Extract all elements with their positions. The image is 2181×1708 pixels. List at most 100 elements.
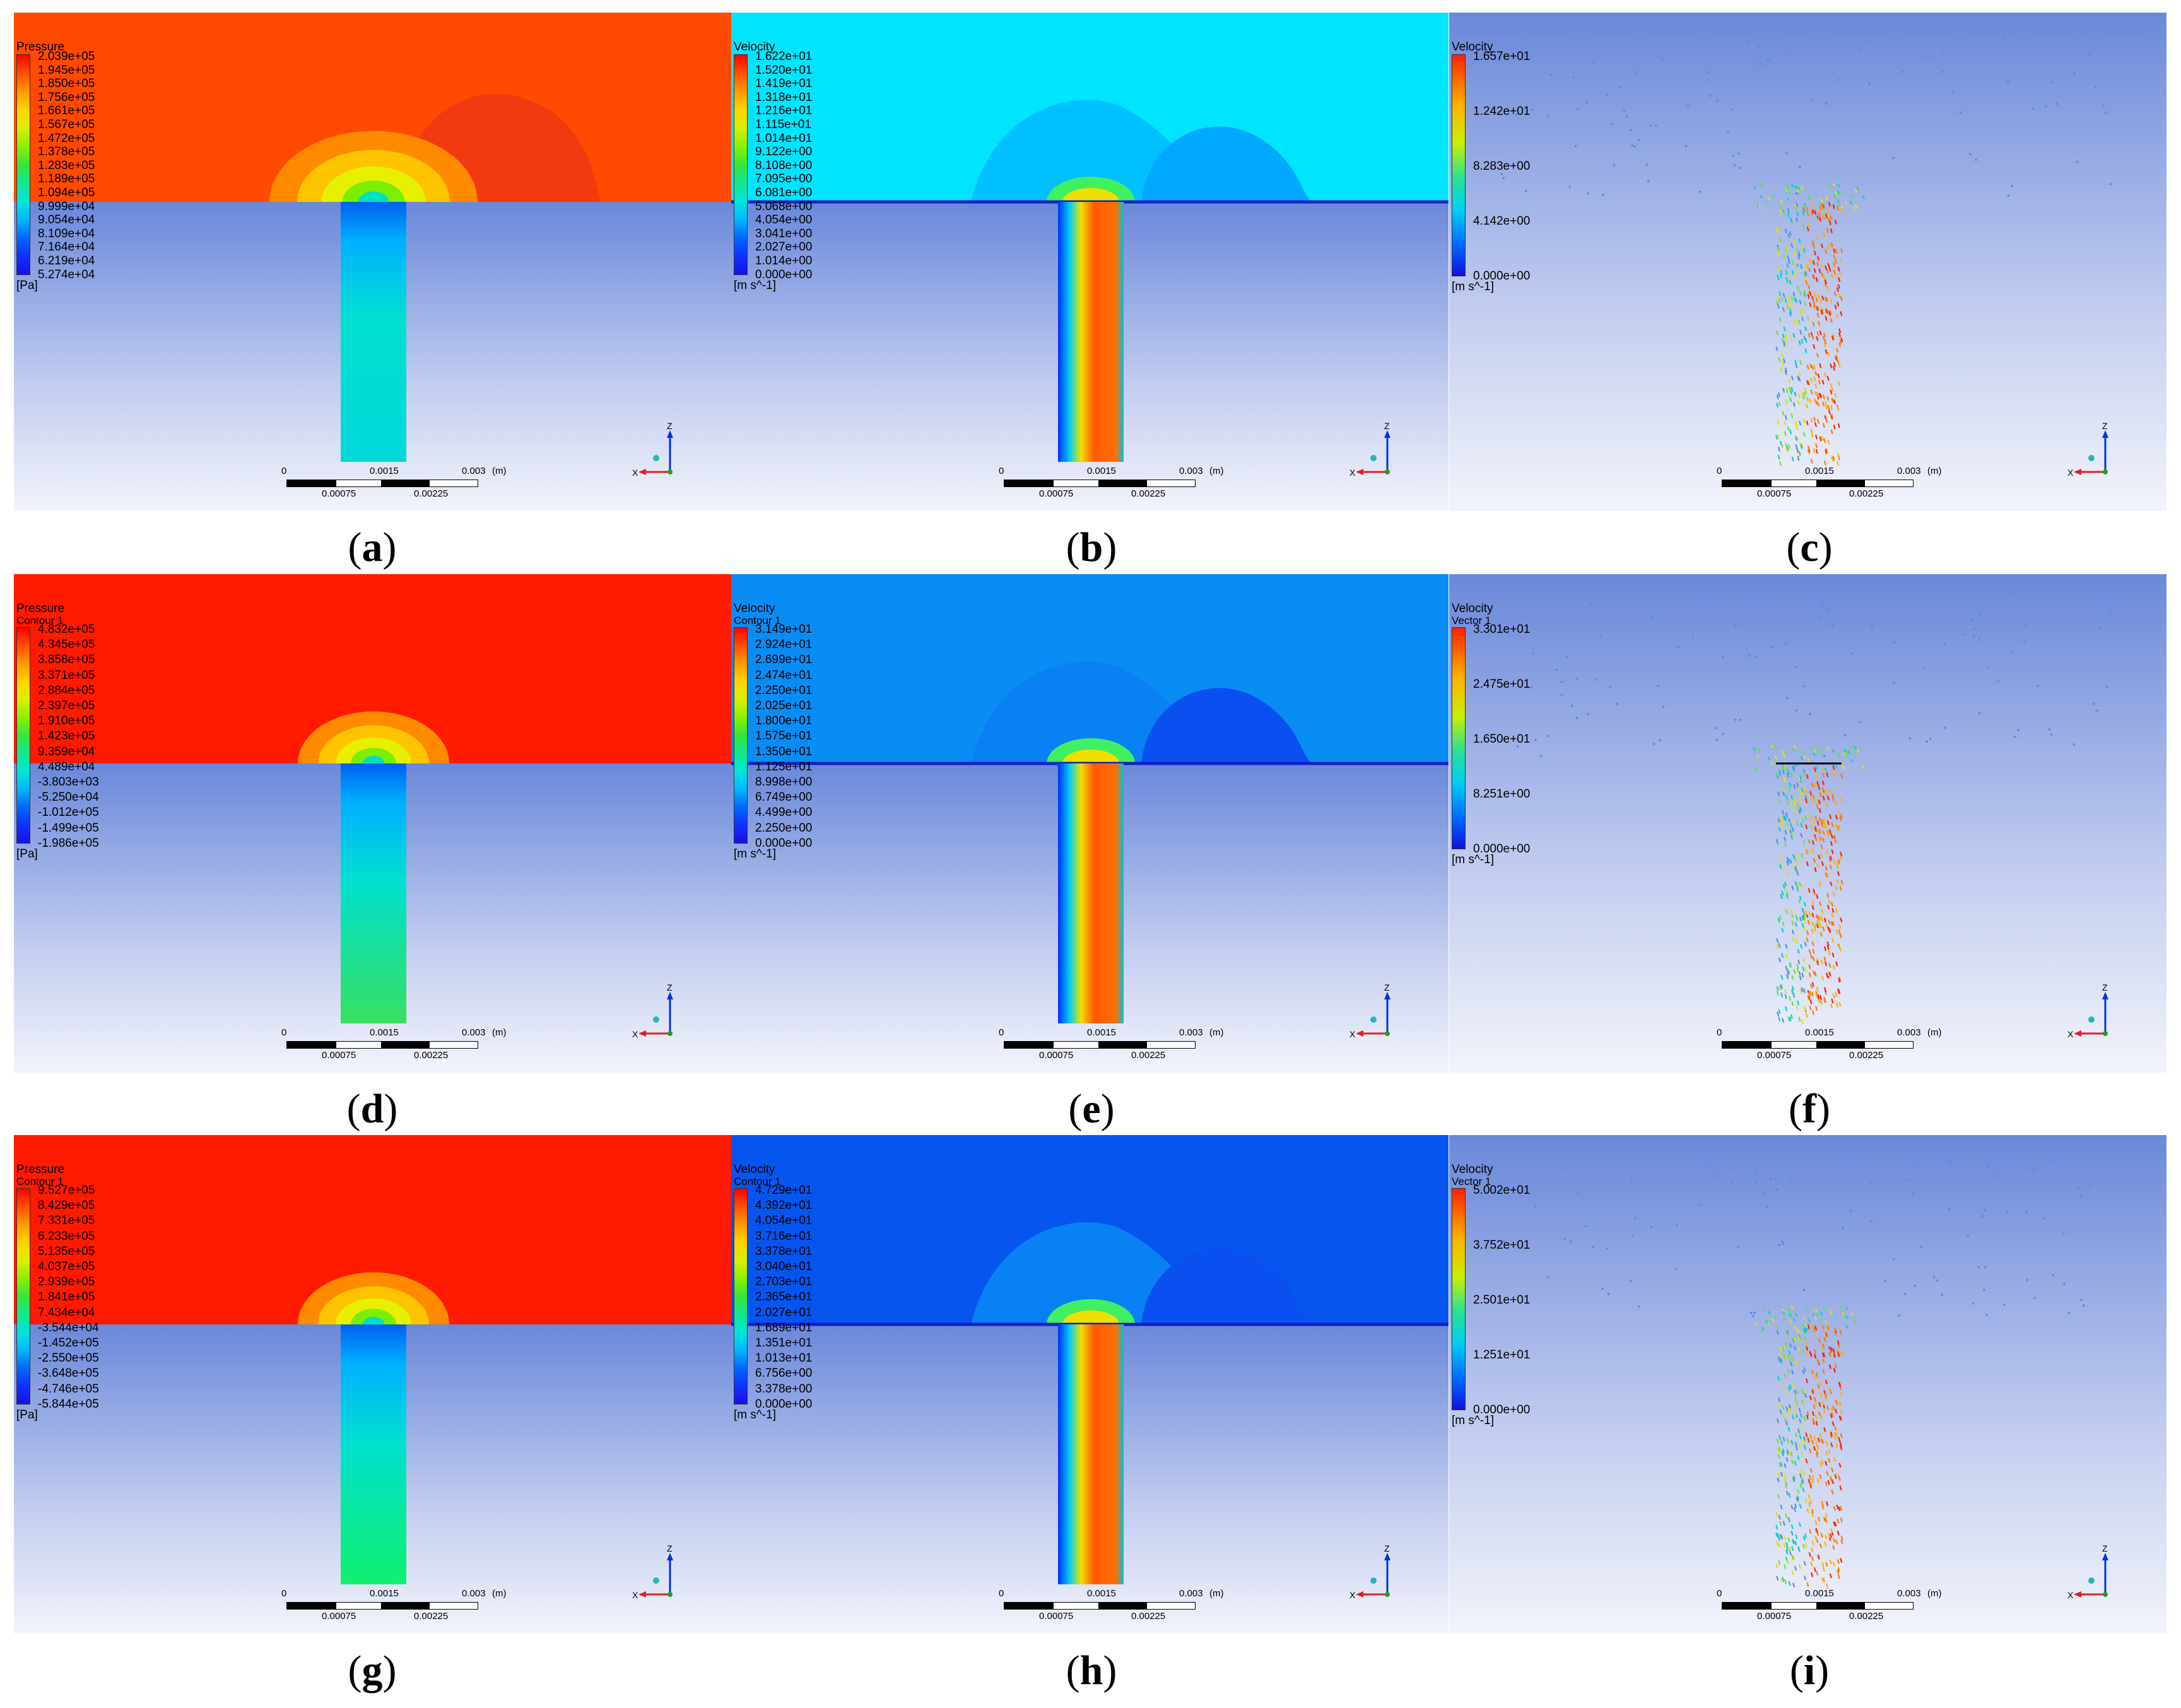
vector-arrow [1816, 312, 1819, 318]
vector-arrow [1827, 262, 1830, 268]
vector-arrow [1809, 1005, 1812, 1011]
vector-arrow [1792, 333, 1796, 338]
vector-arrow [1838, 924, 1842, 929]
vector-arrow [1819, 1381, 1822, 1386]
vector-arrow [1825, 1562, 1828, 1567]
vector-arrow [1840, 337, 1843, 343]
vector-arrow [1782, 921, 1785, 927]
vector-arrow [1802, 1487, 1805, 1493]
vector-arrow [1785, 1331, 1789, 1336]
vector-arrow [1808, 972, 1811, 977]
vector-arrow [1798, 776, 1801, 782]
vector-arrow [1790, 218, 1793, 223]
vector-arrow [1787, 1537, 1790, 1543]
vector-arrow [1833, 194, 1837, 199]
vector-arrow [1791, 827, 1794, 832]
vector-arrow [1830, 184, 1833, 189]
vector-arrow [1780, 894, 1784, 899]
vector-arrow [1782, 884, 1785, 889]
vector-arrow [1798, 451, 1801, 456]
scale-bar-segment [286, 480, 336, 487]
velocity-wake [1141, 688, 1312, 763]
vector-arrow [1806, 930, 1809, 936]
legend-tick-label: 2.924e+01 [755, 638, 813, 652]
vector-arrow [1826, 924, 1829, 929]
vector-arrow [1699, 1204, 1702, 1206]
vector-arrow [1784, 881, 1787, 887]
vector-arrow [1912, 1193, 1915, 1195]
vector-arrow [1824, 449, 1827, 455]
vector-arrow [1812, 1418, 1815, 1423]
scale-bar-segment [1146, 1602, 1196, 1610]
vector-arrow [1782, 1384, 1785, 1390]
vector-arrow [1808, 1552, 1811, 1557]
vector-arrow [1811, 1369, 1814, 1375]
vector-arrow [1780, 367, 1783, 372]
vector-arrow [1852, 1164, 1855, 1167]
vector-arrow [1814, 765, 1818, 770]
scale-bar-segment [286, 1041, 336, 1049]
vector-arrow [1802, 1436, 1806, 1441]
vector-arrow [1777, 1533, 1780, 1538]
vector-arrow [1731, 109, 1734, 111]
vector-arrow [1785, 909, 1789, 914]
vector-arrow [1796, 967, 1799, 972]
vector-arrow [1800, 833, 1803, 838]
vector-arrow [1833, 1367, 1836, 1373]
vector-arrow [1820, 243, 1823, 249]
scale-bar-segment [1864, 1041, 1914, 1049]
vector-arrow [1830, 215, 1833, 220]
vector-arrow [1804, 1533, 1808, 1538]
vector-arrow [1796, 1400, 1799, 1406]
vector-arrow [1796, 189, 1799, 193]
vector-arrow [1806, 396, 1809, 402]
vector-arrow [1813, 268, 1816, 273]
legend-tick-label: -5.844e+05 [38, 1397, 99, 1411]
legend-title: Pressure [16, 602, 65, 615]
scale-bar-label: 0.00075 [1757, 1611, 1792, 1622]
vector-arrow [1530, 686, 1533, 689]
vector-arrow [1837, 206, 1840, 211]
vector-arrow [1787, 1386, 1791, 1391]
legend-unit: [m s^-1] [1452, 1414, 1494, 1427]
vector-arrow [1813, 416, 1816, 422]
vector-arrow [1799, 1418, 1802, 1423]
vector-arrow [1816, 863, 1819, 868]
vector-arrow [1775, 1532, 1778, 1538]
vector-arrow [1790, 803, 1793, 808]
vector-arrow [1780, 984, 1783, 989]
vector-arrow [1799, 1434, 1802, 1440]
vector-arrow [1785, 246, 1789, 252]
vector-arrow [1820, 854, 1823, 859]
velocity-wake [1141, 1249, 1312, 1324]
vector-arrow [1822, 213, 1825, 219]
vector-arrow [1784, 815, 1787, 821]
vector-arrow [1785, 1457, 1789, 1463]
vector-arrow [1814, 391, 1818, 396]
vector-arrow [1788, 379, 1791, 384]
vector-arrow [1593, 61, 1596, 64]
vector-arrow [2067, 1311, 2071, 1314]
vector-arrow [1831, 1479, 1834, 1485]
vector-arrow [1838, 277, 1841, 282]
legend-tick-label: 1.841e+05 [38, 1290, 95, 1304]
vector-arrow [1862, 195, 1866, 199]
legend-tick-label: 3.149e+01 [755, 623, 813, 636]
vector-arrow [1816, 820, 1819, 826]
vector-arrow [1810, 825, 1813, 830]
vector-arrow [1808, 1493, 1811, 1499]
vector-arrow [1840, 917, 1843, 922]
vector-arrow [1836, 864, 1839, 869]
vector-arrow [1825, 309, 1828, 314]
vector-arrow [1801, 391, 1804, 397]
vector-arrow [1837, 380, 1840, 386]
vector-arrow [2076, 160, 2079, 163]
vector-arrow [1819, 205, 1822, 210]
vector-arrow [1655, 45, 1657, 47]
vector-arrow [1595, 678, 1598, 681]
vector-arrow [1830, 318, 1833, 323]
vector-arrow [1782, 1316, 1785, 1321]
vector-arrow [1800, 944, 1803, 949]
vector-arrow [1849, 200, 1852, 204]
